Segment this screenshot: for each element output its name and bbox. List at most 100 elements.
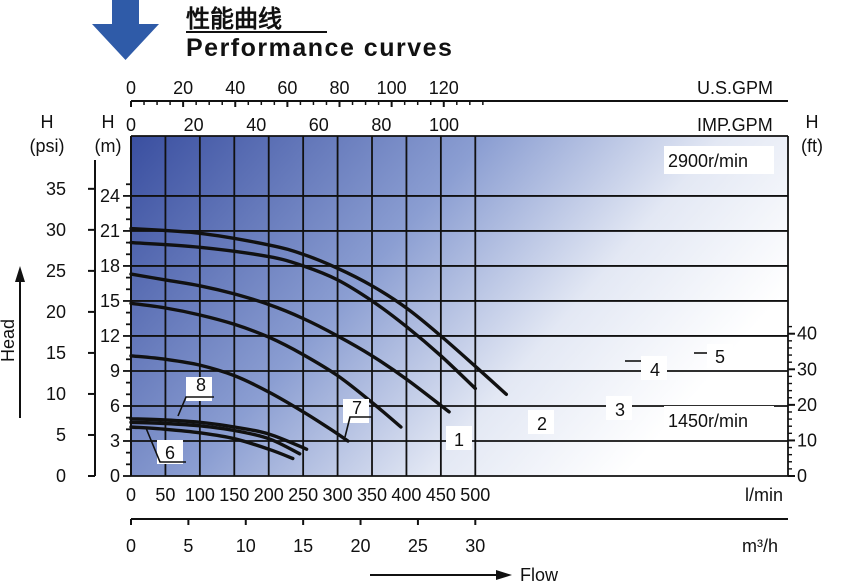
curve-label-8: 8 bbox=[196, 375, 206, 395]
down-arrow-icon bbox=[92, 0, 159, 60]
curve-label-box-6 bbox=[157, 440, 183, 464]
curve-label-1: 1 bbox=[454, 430, 464, 450]
psi-axis-label: H bbox=[41, 112, 54, 132]
curve-8 bbox=[129, 417, 309, 451]
curve-label-4: 4 bbox=[650, 360, 660, 380]
lpm-tick-label: 450 bbox=[426, 485, 456, 505]
psi-tick-label: 5 bbox=[56, 425, 66, 445]
m-tick-label: 12 bbox=[100, 326, 120, 346]
lpm-tick-label: 0 bbox=[126, 485, 136, 505]
m-tick-label: 15 bbox=[100, 291, 120, 311]
ft-tick-label: 0 bbox=[797, 466, 807, 486]
imp-gpm-tick-label: 40 bbox=[246, 115, 266, 135]
lpm-tick-label: 250 bbox=[288, 485, 318, 505]
psi-tick-label: 30 bbox=[46, 220, 66, 240]
lpm-tick-label: 350 bbox=[357, 485, 387, 505]
m-tick-label: 3 bbox=[110, 431, 120, 451]
m3h-tick-label: 10 bbox=[236, 536, 256, 556]
ft-axis-label: H bbox=[806, 112, 819, 132]
us-gpm-tick-label: 100 bbox=[377, 78, 407, 98]
m3h-tick-label: 20 bbox=[351, 536, 371, 556]
psi-tick-label: 35 bbox=[46, 179, 66, 199]
x-axis-arrow-head bbox=[496, 570, 512, 580]
m-tick-label: 6 bbox=[110, 396, 120, 416]
curve-label-box-2 bbox=[528, 410, 554, 434]
leader-line-6 bbox=[145, 427, 186, 463]
y-axis-title: Head bbox=[0, 319, 18, 362]
us-gpm-tick-label: 40 bbox=[225, 78, 245, 98]
m-tick-label: 9 bbox=[110, 361, 120, 381]
imp-gpm-axis-label: IMP.GPM bbox=[697, 115, 773, 135]
m-axis-label: H bbox=[102, 112, 115, 132]
us-gpm-tick-label: 80 bbox=[329, 78, 349, 98]
imp-gpm-tick-label: 100 bbox=[429, 115, 459, 135]
ft-axis-unit: (ft) bbox=[801, 136, 823, 156]
imp-gpm-tick-label: 20 bbox=[184, 115, 204, 135]
x-axis-title: Flow bbox=[520, 565, 559, 585]
m3h-tick-label: 25 bbox=[408, 536, 428, 556]
chart-title-cn: 性能曲线 bbox=[186, 5, 282, 33]
lpm-tick-label: 300 bbox=[323, 485, 353, 505]
ft-tick-label: 20 bbox=[797, 395, 817, 415]
curve-6 bbox=[129, 425, 295, 461]
lpm-tick-label: 100 bbox=[185, 485, 215, 505]
m-tick-label: 24 bbox=[100, 186, 120, 206]
us-gpm-tick-label: 60 bbox=[277, 78, 297, 98]
m-axis-unit: (m) bbox=[95, 136, 122, 156]
psi-tick-label: 0 bbox=[56, 466, 66, 486]
m-tick-label: 18 bbox=[100, 256, 120, 276]
lpm-tick-label: 150 bbox=[219, 485, 249, 505]
psi-tick-label: 10 bbox=[46, 384, 66, 404]
m3h-tick-label: 15 bbox=[293, 536, 313, 556]
imp-gpm-tick-label: 80 bbox=[371, 115, 391, 135]
y-axis-arrow-head bbox=[15, 266, 25, 282]
m3h-tick-label: 0 bbox=[126, 536, 136, 556]
lpm-tick-label: 200 bbox=[254, 485, 284, 505]
us-gpm-tick-label: 20 bbox=[173, 78, 193, 98]
us-gpm-tick-label: 120 bbox=[429, 78, 459, 98]
m3h-axis-label: m³/h bbox=[742, 536, 778, 556]
leader-line-7 bbox=[344, 416, 372, 438]
curve-2 bbox=[129, 301, 403, 429]
m3h-tick-label: 30 bbox=[465, 536, 485, 556]
curve-4 bbox=[129, 240, 477, 391]
curve-label-6: 6 bbox=[165, 443, 175, 463]
us-gpm-axis-label: U.S.GPM bbox=[697, 78, 773, 98]
curve-group bbox=[129, 226, 508, 461]
speed-label-high: 2900r/min bbox=[668, 151, 748, 171]
psi-tick-label: 20 bbox=[46, 302, 66, 322]
curve-label-2: 2 bbox=[537, 414, 547, 434]
curve-label-box-3 bbox=[606, 396, 632, 420]
leader-line-8 bbox=[177, 396, 214, 417]
ft-tick-label: 40 bbox=[797, 324, 817, 344]
m-tick-label: 21 bbox=[100, 221, 120, 241]
ft-tick-label: 30 bbox=[797, 359, 817, 379]
curve-label-7: 7 bbox=[352, 398, 362, 418]
m3h-tick-label: 5 bbox=[183, 536, 193, 556]
lpm-tick-label: 400 bbox=[391, 485, 421, 505]
psi-tick-label: 25 bbox=[46, 261, 66, 281]
curve-7 bbox=[129, 420, 302, 456]
lpm-tick-label: 50 bbox=[155, 485, 175, 505]
imp-gpm-tick-label: 0 bbox=[126, 115, 136, 135]
lpm-tick-label: 500 bbox=[460, 485, 490, 505]
imp-gpm-tick-label: 60 bbox=[309, 115, 329, 135]
chart-title-en: Performance curves bbox=[186, 34, 453, 62]
curve-label-box-7 bbox=[343, 399, 369, 423]
curve-3 bbox=[129, 272, 451, 414]
curve-1 bbox=[129, 354, 350, 443]
curve-label-box-5 bbox=[707, 344, 733, 368]
speed-label-box-high bbox=[664, 146, 774, 174]
curve-5 bbox=[129, 226, 508, 396]
curve-label-box-1 bbox=[446, 426, 472, 450]
speed-label-low: 1450r/min bbox=[668, 411, 748, 431]
curve-label-5: 5 bbox=[715, 347, 725, 367]
us-gpm-tick-label: 0 bbox=[126, 78, 136, 98]
lpm-axis-label: l/min bbox=[745, 485, 783, 505]
ft-tick-label: 10 bbox=[797, 430, 817, 450]
curve-label-box-4 bbox=[641, 356, 667, 380]
psi-axis-unit: (psi) bbox=[30, 136, 65, 156]
m-tick-label: 0 bbox=[110, 466, 120, 486]
speed-label-box-low bbox=[664, 406, 774, 434]
